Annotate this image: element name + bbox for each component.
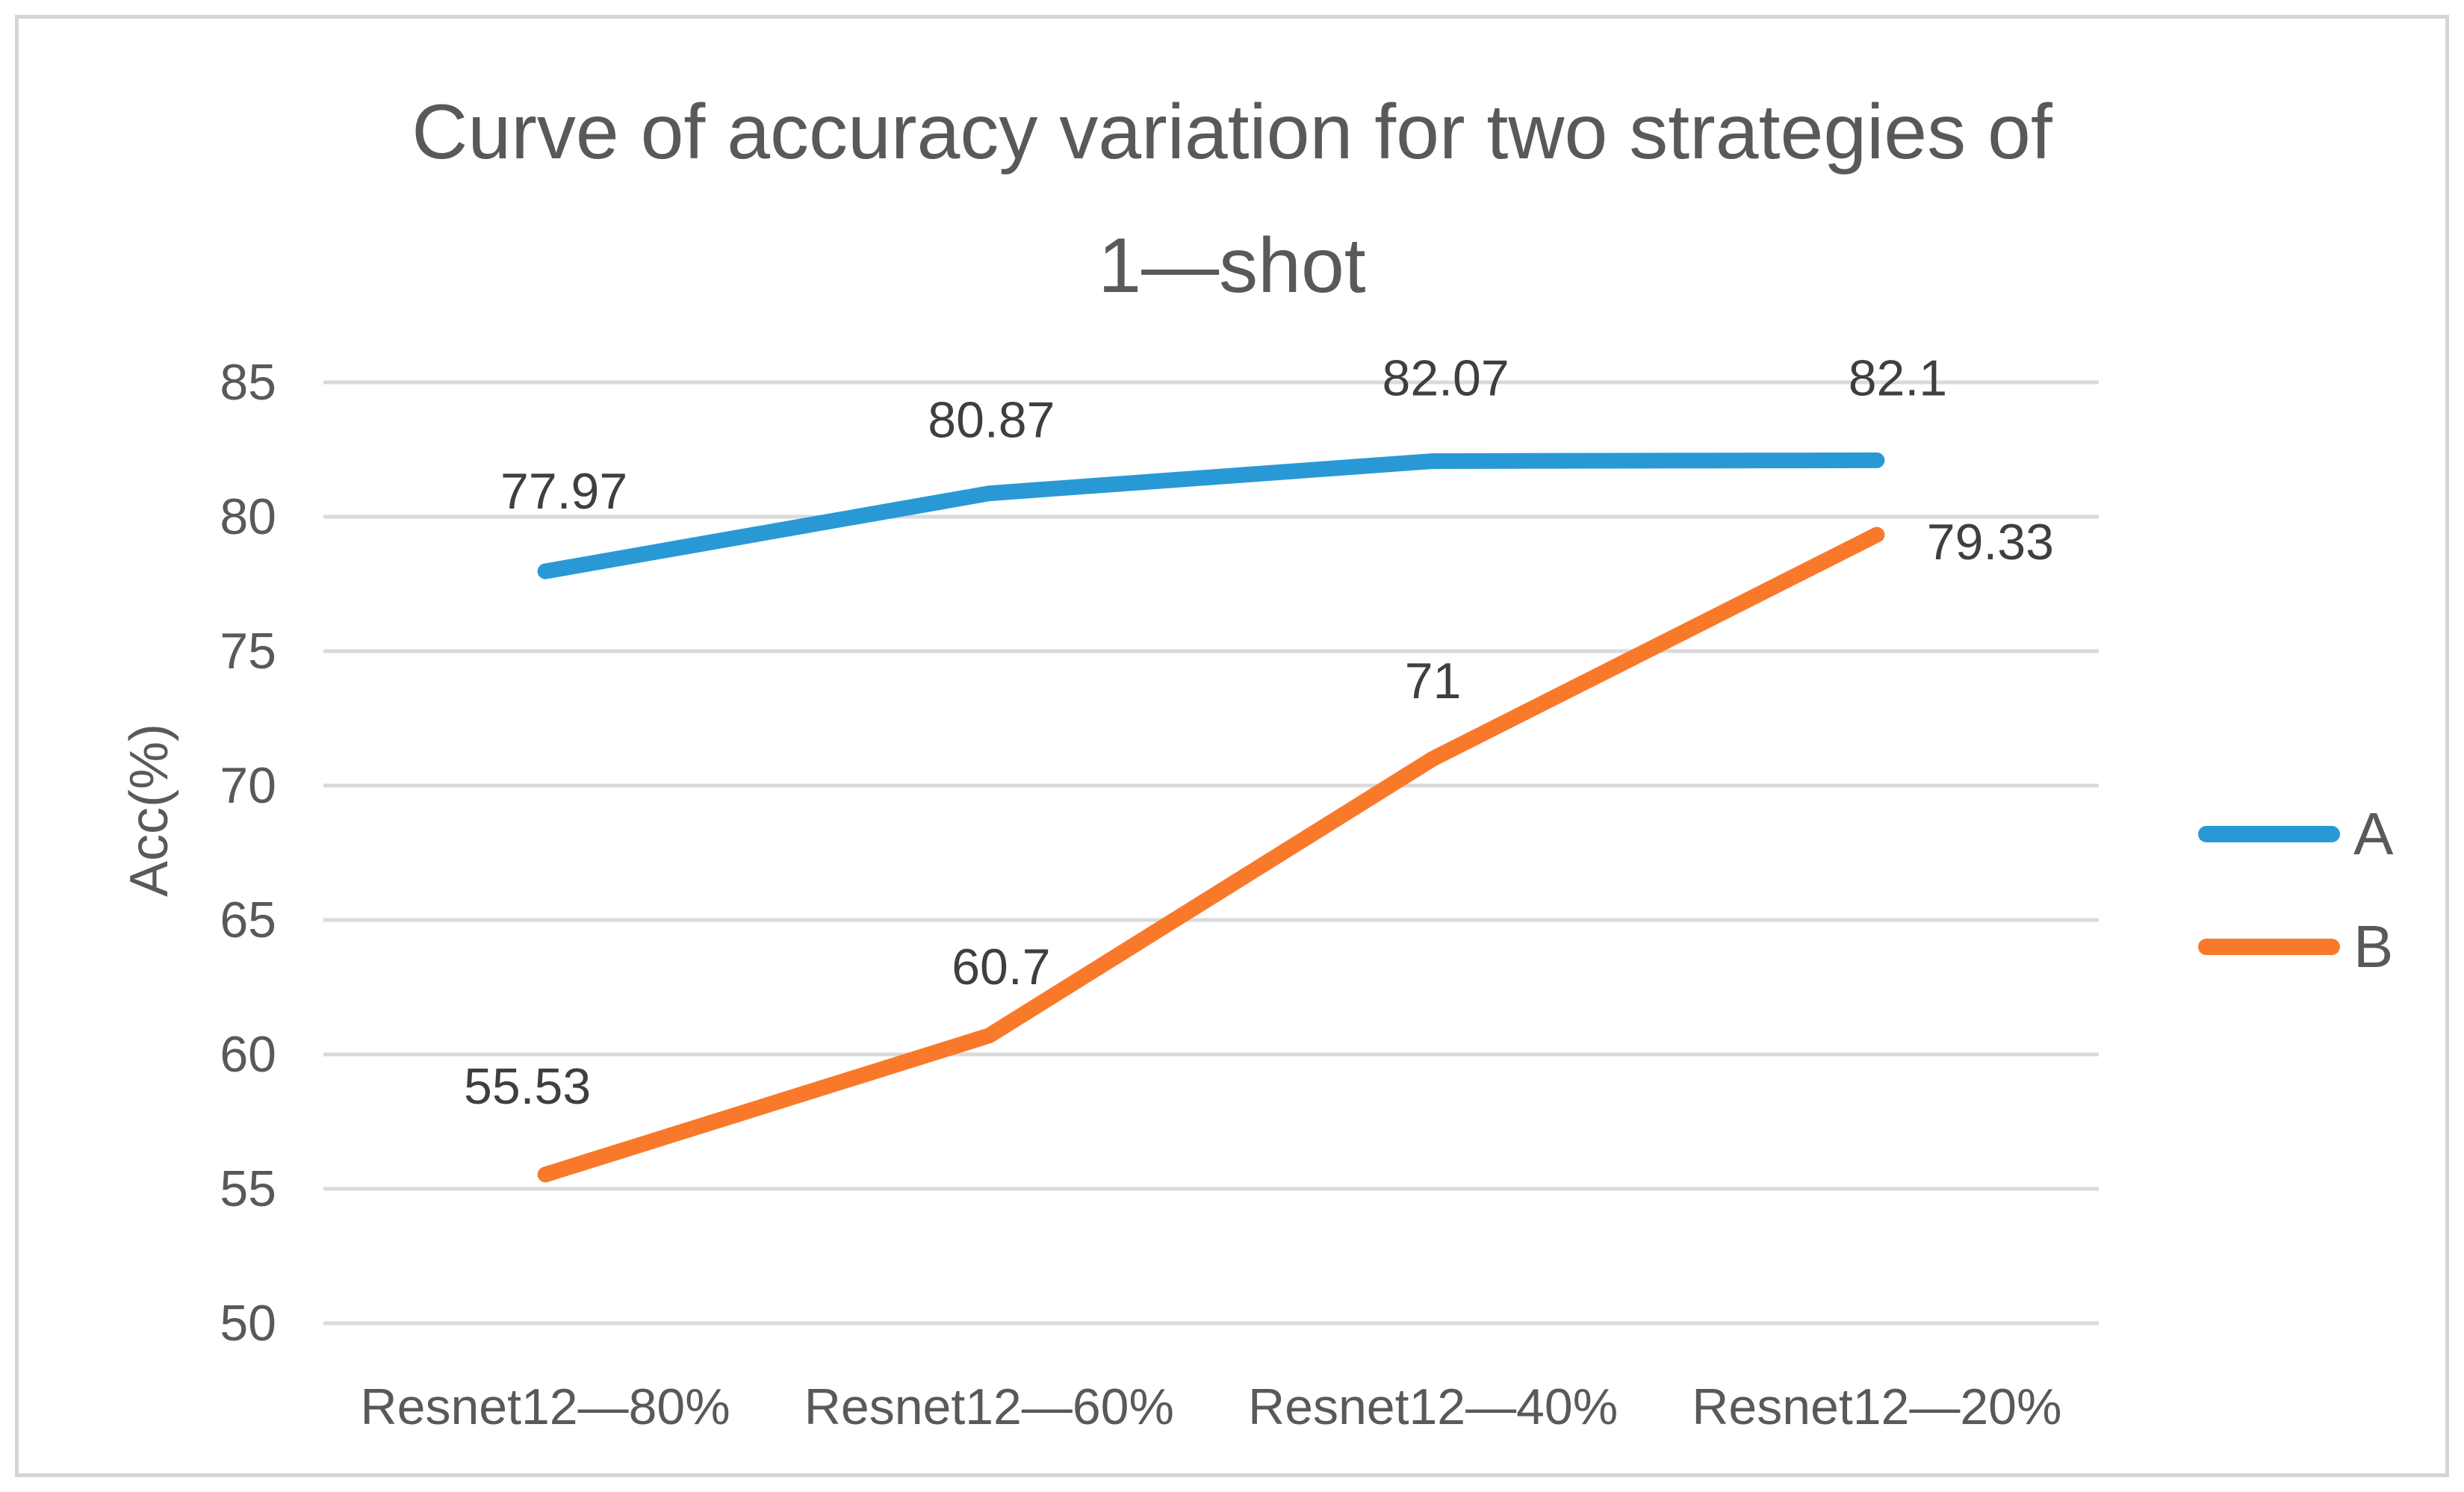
x-category-label: Resnet12—20%: [1692, 1378, 2061, 1435]
y-tick-label: 70: [220, 757, 276, 814]
y-tick-label: 60: [220, 1026, 276, 1083]
x-category-label: Resnet12—60%: [804, 1378, 1174, 1435]
chart-title: Curve of accuracy variation for two stra…: [0, 66, 2464, 333]
series-line-B: [537, 526, 1885, 1183]
series-line-A: [537, 452, 1885, 579]
legend-item-b: B: [2198, 913, 2394, 980]
data-label-B-0: 55.53: [464, 1058, 591, 1115]
data-label-A-1: 80.87: [928, 392, 1055, 449]
chart-outer-border: [15, 15, 2449, 1477]
legend-swatch-a: [2198, 826, 2340, 842]
y-tick-label: 65: [220, 892, 276, 948]
legend-swatch-b: [2198, 939, 2340, 955]
data-label-A-0: 77.97: [500, 463, 627, 520]
x-category-label: Resnet12—80%: [361, 1378, 730, 1435]
legend-item-a: A: [2198, 801, 2394, 867]
data-label-B-2: 71: [1405, 653, 1462, 709]
chart-title-line-1: Curve of accuracy variation for two stra…: [412, 89, 2052, 175]
y-tick-label: 85: [220, 354, 276, 411]
y-tick-label: 80: [220, 488, 276, 545]
y-tick-label: 75: [220, 623, 276, 680]
legend-label-a: A: [2353, 801, 2394, 867]
y-axis-title: Acc(%): [120, 724, 179, 897]
legend-label-b: B: [2353, 913, 2394, 980]
data-label-B-3: 79.33: [1927, 514, 2054, 571]
y-tick-label: 55: [220, 1160, 276, 1217]
chart-title-line-2: 1—shot: [1098, 222, 1366, 309]
y-tick-label: 50: [220, 1295, 276, 1352]
data-label-A-3: 82.1: [1849, 349, 1947, 406]
data-label-A-2: 82.07: [1382, 349, 1509, 406]
data-label-B-1: 60.7: [952, 939, 1050, 995]
x-category-label: Resnet12—40%: [1248, 1378, 1618, 1435]
